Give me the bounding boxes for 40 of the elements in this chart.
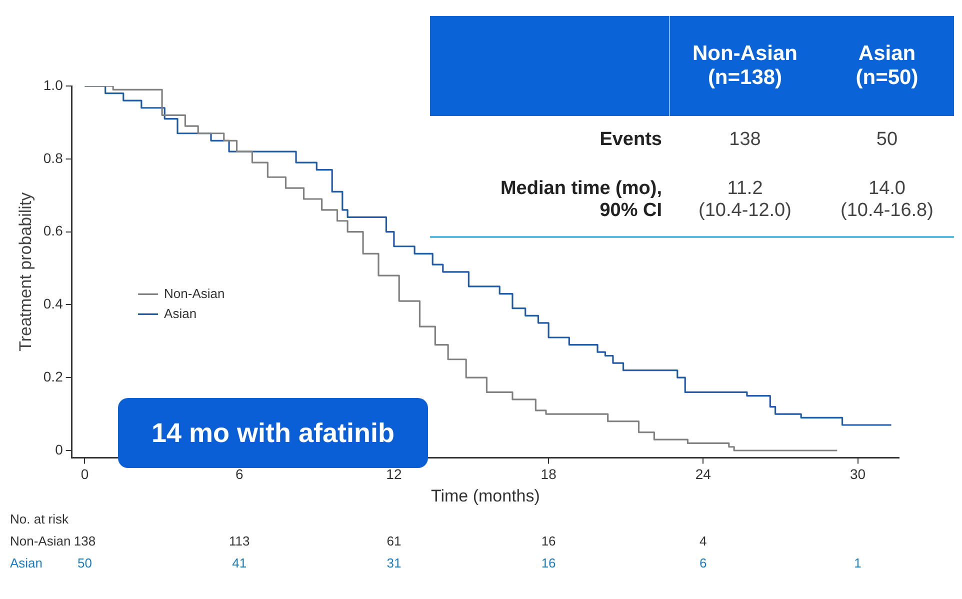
x-tick-label: 12 [386,466,402,482]
annotation: Events [598,128,663,152]
x-tick-label: 24 [695,466,712,482]
annotation: Median time (mo), 90% CI [499,177,663,223]
y-tick-label: 0.6 [43,222,64,239]
x-tick-label: 18 [540,466,557,482]
text: 16 [541,555,556,570]
text: 1 [854,555,862,570]
y-axis-title: Treatment probability [16,192,35,352]
text: 50 [78,555,92,570]
text: No. at risk [10,511,70,526]
text: 31 [386,555,402,570]
table-header: Non-Asian (n=138) Asian (n=50) [430,16,954,116]
annotation: Asian (n=50) [854,41,920,91]
text: 41 [232,555,247,570]
annotation: Non-Asian (n=138) [692,41,798,91]
text: 113 [228,533,250,548]
x-tick-label: 0 [80,466,89,482]
y-tick-label: 1.0 [43,76,64,93]
highlight-box: 14 mo with afatinib [118,398,428,468]
text: Asian [10,555,43,570]
x-tick-label: 6 [235,466,244,482]
y-tick-label: 0.8 [43,150,64,166]
text: Non-Asian [10,533,71,548]
annotation: 138 [729,129,761,150]
legend-label: Asian [164,306,197,321]
x-axis-title: Time (months) [430,486,540,506]
x-tick-label: 30 [850,466,866,482]
text: 6 [700,555,707,570]
y-tick-label: 0 [55,441,64,458]
text: 4 [700,533,707,548]
annotation: 50 [876,129,898,150]
legend-label: Non-Asian [164,286,225,301]
text: 16 [541,533,556,548]
y-tick-label: 0.2 [43,368,64,384]
annotation: 11.2 (10.4-12.0) [698,178,792,221]
annotation: 14.0 (10.4-16.8) [840,178,934,221]
text: 138 [74,533,96,548]
text: 61 [386,533,402,548]
y-tick-label: 0.4 [43,296,64,312]
